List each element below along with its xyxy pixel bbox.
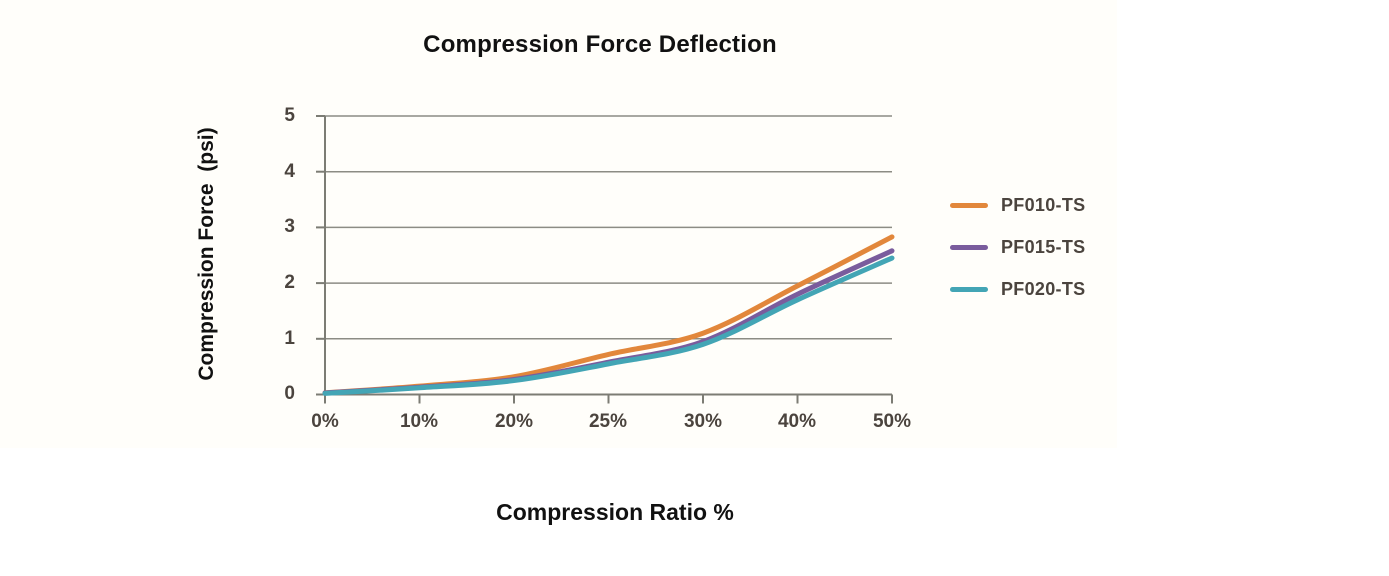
legend-item-pf010: PF010-TS — [950, 193, 1085, 217]
series-line-PF015-TS — [322, 248, 895, 396]
y-tick-label-4: 4 — [284, 161, 295, 182]
x-tick-label-20: 20% — [494, 411, 534, 432]
y-tick-label-0: 0 — [284, 383, 295, 404]
x-tick-label-40: 40% — [777, 411, 817, 432]
y-tick-label-2: 2 — [284, 272, 295, 293]
series-line-PF020-TS — [322, 255, 895, 396]
series-line-PF010-TS — [322, 234, 895, 396]
x-tick-label-50: 50% — [872, 411, 912, 432]
y-tick-label-1: 1 — [284, 328, 295, 349]
legend-item-pf020: PF020-TS — [950, 277, 1085, 301]
legend-label-pf015: PF015-TS — [1001, 236, 1086, 257]
legend-label-pf010: PF010-TS — [1001, 194, 1086, 215]
legend-line-swatch-pf020 — [950, 286, 988, 292]
legend-line-swatch-pf010 — [950, 202, 988, 208]
x-tick-label-0: 0% — [311, 411, 339, 432]
legend: PF010-TS PF015-TS PF020-TS — [950, 193, 1085, 319]
y-tick-label-3: 3 — [284, 216, 295, 237]
legend-item-pf015: PF015-TS — [950, 235, 1085, 259]
chart-title: Compression Force Deflection — [423, 31, 777, 58]
x-tick-label-30: 30% — [683, 411, 723, 432]
x-tick-label-10: 10% — [399, 411, 439, 432]
x-tick-label-25: 25% — [588, 411, 628, 432]
legend-line-swatch-pf015 — [950, 244, 988, 250]
legend-label-pf020: PF020-TS — [1001, 278, 1086, 299]
x-axis-title: Compression Ratio % — [496, 499, 734, 525]
y-tick-label-5: 5 — [284, 105, 295, 126]
